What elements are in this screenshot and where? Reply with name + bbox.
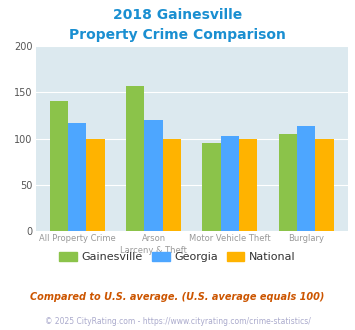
Bar [279,134,297,231]
Bar [86,139,105,231]
Bar [221,136,239,231]
Bar [144,120,163,231]
Bar [297,126,315,231]
Bar [202,143,221,231]
Bar [50,101,68,231]
Bar [239,139,257,231]
Bar [163,139,181,231]
Legend: Gainesville, Georgia, National: Gainesville, Georgia, National [55,248,300,267]
Text: 2018 Gainesville: 2018 Gainesville [113,8,242,22]
Bar [68,123,86,231]
Bar [315,139,334,231]
Text: © 2025 CityRating.com - https://www.cityrating.com/crime-statistics/: © 2025 CityRating.com - https://www.city… [45,317,310,326]
Bar [126,86,144,231]
Text: Property Crime Comparison: Property Crime Comparison [69,28,286,42]
Text: Compared to U.S. average. (U.S. average equals 100): Compared to U.S. average. (U.S. average … [30,292,325,302]
